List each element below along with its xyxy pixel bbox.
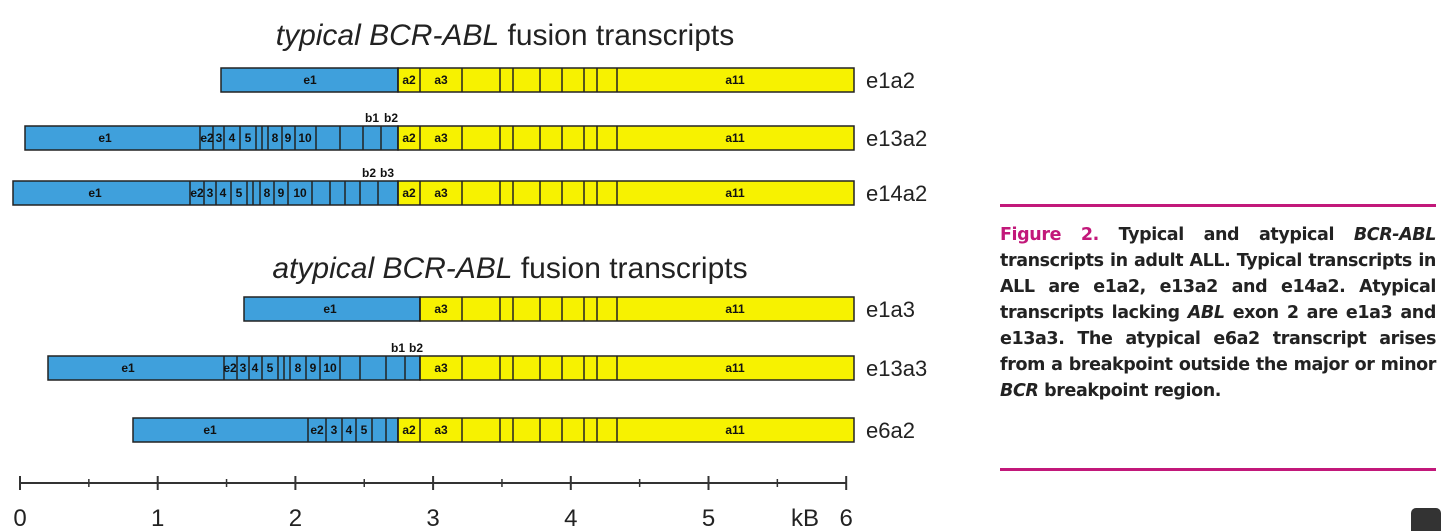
exon-label: a3: [434, 302, 448, 316]
tick-label: 2: [289, 505, 302, 531]
caption: Figure 2. Typical and atypical BCR-ABL t…: [1000, 222, 1436, 404]
abl-segment: [419, 355, 855, 381]
exon-label: e1: [203, 423, 217, 437]
exon-label: 10: [323, 361, 337, 375]
title-italic: typical BCR-ABL: [276, 19, 499, 52]
exon-label: 9: [285, 131, 292, 145]
breakpoint-label: b2: [384, 111, 398, 125]
transcript-name: e13a2: [866, 126, 927, 151]
exon-label: 5: [245, 131, 252, 145]
tick-label: 4: [564, 505, 577, 531]
exon-label: a2: [402, 423, 416, 437]
corner-icon: [1411, 508, 1441, 531]
breakpoint-label: b2: [362, 166, 376, 180]
exon-label: 3: [240, 361, 247, 375]
tick-label: 0: [13, 505, 26, 531]
exon-label: a11: [725, 73, 745, 87]
abl-segment: [397, 125, 855, 151]
exon-label: 8: [264, 186, 271, 200]
caption-rule: [1000, 468, 1436, 471]
exon-label: 3: [331, 423, 338, 437]
caption-run: Typical and atypical: [1098, 225, 1354, 245]
exon-label: a3: [434, 423, 448, 437]
bcr-segment: [12, 180, 399, 206]
exon-label: 3: [216, 131, 223, 145]
atypical-title: atypical BCR-ABL fusion transcripts: [272, 252, 747, 285]
exon-label: a11: [725, 131, 745, 145]
exon-label: e1: [88, 186, 102, 200]
breakpoint-label: b3: [380, 166, 394, 180]
transcript-name: e1a3: [866, 297, 915, 322]
caption-run: BCR-ABL: [1353, 225, 1437, 245]
caption-run: exon 2 are e1a3 and e13a3. The atypical …: [1000, 303, 1436, 375]
breakpoint-label: b1: [391, 341, 405, 355]
axis-unit: kB: [791, 505, 819, 531]
bcr-segment: [24, 125, 399, 151]
abl-segment: [397, 67, 855, 93]
breakpoint-label: b1: [365, 111, 379, 125]
caption-rule: [1000, 204, 1436, 207]
exon-label: 5: [236, 186, 243, 200]
caption-run: Figure 2.: [1000, 225, 1099, 245]
exon-label: 9: [278, 186, 285, 200]
title-rest: fusion transcripts: [507, 19, 734, 52]
abl-segment: [419, 296, 855, 322]
exon-label: a2: [402, 131, 416, 145]
exon-label: a11: [725, 186, 745, 200]
caption-run: ABL: [1187, 303, 1225, 323]
transcript-name: e1a2: [866, 68, 915, 93]
exon-label: a3: [434, 73, 448, 87]
exon-label: e1: [323, 302, 337, 316]
caption-run: breakpoint region.: [1038, 381, 1222, 401]
title-rest: fusion transcripts: [521, 252, 748, 285]
exon-label: 3: [207, 186, 214, 200]
transcript-name: e14a2: [866, 181, 927, 206]
exon-label: a11: [725, 361, 745, 375]
transcript-name: e13a3: [866, 356, 927, 381]
exon-label: a3: [434, 186, 448, 200]
bcr-segment: [132, 417, 399, 443]
exon-label: 8: [272, 131, 279, 145]
exon-label: 4: [346, 423, 353, 437]
exon-label: e1: [121, 361, 135, 375]
abl-segment: [397, 180, 855, 206]
tick-label: 6: [840, 505, 853, 531]
exon-label: e2: [190, 186, 204, 200]
caption-run: transcripts in adult ALL. Typical transc…: [1000, 251, 1436, 323]
exon-label: 4: [252, 361, 259, 375]
exon-label: a3: [434, 131, 448, 145]
exon-label: 5: [267, 361, 274, 375]
exon-label: a2: [402, 73, 416, 87]
exon-label: e2: [310, 423, 324, 437]
exon-label: 4: [220, 186, 227, 200]
exon-label: e2: [223, 361, 237, 375]
exon-label: 9: [310, 361, 317, 375]
breakpoint-label: b2: [409, 341, 423, 355]
exon-label: 4: [229, 131, 236, 145]
abl-segment: [397, 417, 855, 443]
tick-label: 3: [426, 505, 439, 531]
exon-label: 10: [293, 186, 307, 200]
exon-label: 8: [295, 361, 302, 375]
transcript-name: e6a2: [866, 418, 915, 443]
exon-label: 5: [361, 423, 368, 437]
exon-label: 10: [298, 131, 312, 145]
exon-label: a3: [434, 361, 448, 375]
exon-label: a2: [402, 186, 416, 200]
exon-label: e2: [200, 131, 214, 145]
exon-label: e1: [98, 131, 112, 145]
exon-label: a11: [725, 302, 745, 316]
exon-label: e1: [303, 73, 317, 87]
title-italic: atypical BCR-ABL: [272, 252, 512, 285]
tick-label: 1: [151, 505, 164, 531]
diagram: typical BCR-ABL fusion transcripts atypi…: [12, 19, 927, 531]
exon-label: a11: [725, 423, 745, 437]
caption-run: BCR: [1000, 381, 1039, 401]
tick-label: 5: [702, 505, 715, 531]
typical-title: typical BCR-ABL fusion transcripts: [276, 19, 735, 52]
